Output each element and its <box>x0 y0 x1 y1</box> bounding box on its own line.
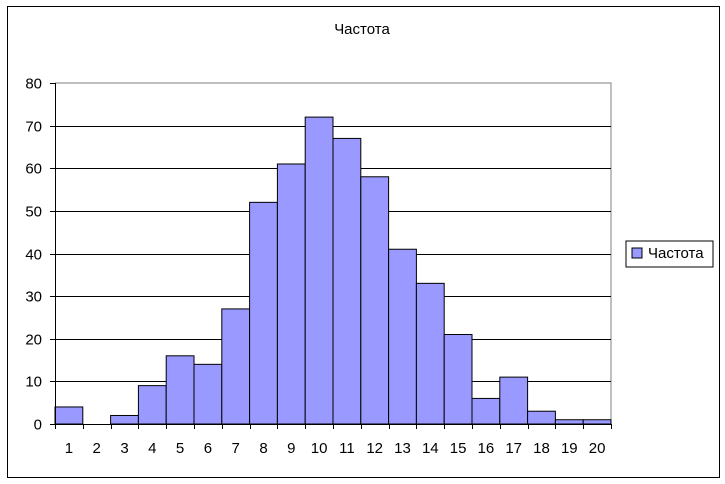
bar-12 <box>360 176 390 425</box>
legend-swatch <box>631 247 643 259</box>
x-tick-label: 4 <box>148 440 156 457</box>
legend: Частота <box>625 240 714 268</box>
bar-3 <box>110 414 139 425</box>
y-tick-label: 80 <box>25 76 42 93</box>
bar-15 <box>443 333 473 425</box>
x-tick-label: 19 <box>561 440 578 457</box>
bar-17 <box>499 376 529 425</box>
x-tick-label: 17 <box>505 440 522 457</box>
x-tick-label: 16 <box>478 440 495 457</box>
plot-area-border <box>55 82 612 424</box>
x-tick-label: 15 <box>450 440 467 457</box>
bar-20 <box>582 419 612 425</box>
x-tick-label: 10 <box>311 440 328 457</box>
x-tick-label: 6 <box>204 440 212 457</box>
x-tick-label: 2 <box>93 440 101 457</box>
x-tick-label: 14 <box>422 440 439 457</box>
x-tick-label: 8 <box>259 440 267 457</box>
y-axis-tick-labels: 0 10 20 30 40 50 60 70 80 <box>25 76 42 434</box>
x-tick-label: 18 <box>533 440 550 457</box>
bar-8 <box>249 201 278 425</box>
chart-title: Частота <box>334 21 390 38</box>
y-tick-label: 60 <box>25 161 42 178</box>
x-tick-label: 9 <box>287 440 295 457</box>
bar-16 <box>471 397 501 425</box>
bar-6 <box>193 363 223 425</box>
bar-1 <box>54 406 84 425</box>
x-tick-label: 5 <box>176 440 184 457</box>
x-tick-label: 7 <box>232 440 240 457</box>
bar-10 <box>304 116 334 425</box>
x-tick-label: 13 <box>394 440 411 457</box>
y-tick-label: 10 <box>25 374 42 391</box>
bar-7 <box>221 308 251 425</box>
bar-9 <box>276 163 306 425</box>
bar-4 <box>137 385 167 425</box>
x-tick-label: 1 <box>65 440 73 457</box>
y-tick-label: 70 <box>25 119 42 136</box>
bar-5 <box>165 355 195 425</box>
bar-18 <box>527 410 556 425</box>
bars <box>54 116 612 425</box>
x-tick-label: 3 <box>120 440 128 457</box>
y-tick-label: 50 <box>25 204 42 221</box>
x-tick-label: 11 <box>339 440 355 457</box>
y-tick-label: 0 <box>34 417 42 434</box>
bar-14 <box>415 282 445 425</box>
x-tick-label: 20 <box>589 440 606 457</box>
x-tick-label: 12 <box>366 440 383 457</box>
y-tick-label: 20 <box>25 332 42 349</box>
y-tick-label: 30 <box>25 289 42 306</box>
bar-19 <box>554 419 584 425</box>
axes <box>50 83 612 429</box>
bar-13 <box>388 248 417 425</box>
bar-11 <box>332 137 362 425</box>
legend-label: Частота <box>648 245 704 262</box>
y-tick-label: 40 <box>25 247 42 264</box>
x-axis-tick-labels: 1 2 3 4 5 6 7 8 9 10 11 12 13 14 15 16 17 18 19 20 <box>65 440 606 457</box>
